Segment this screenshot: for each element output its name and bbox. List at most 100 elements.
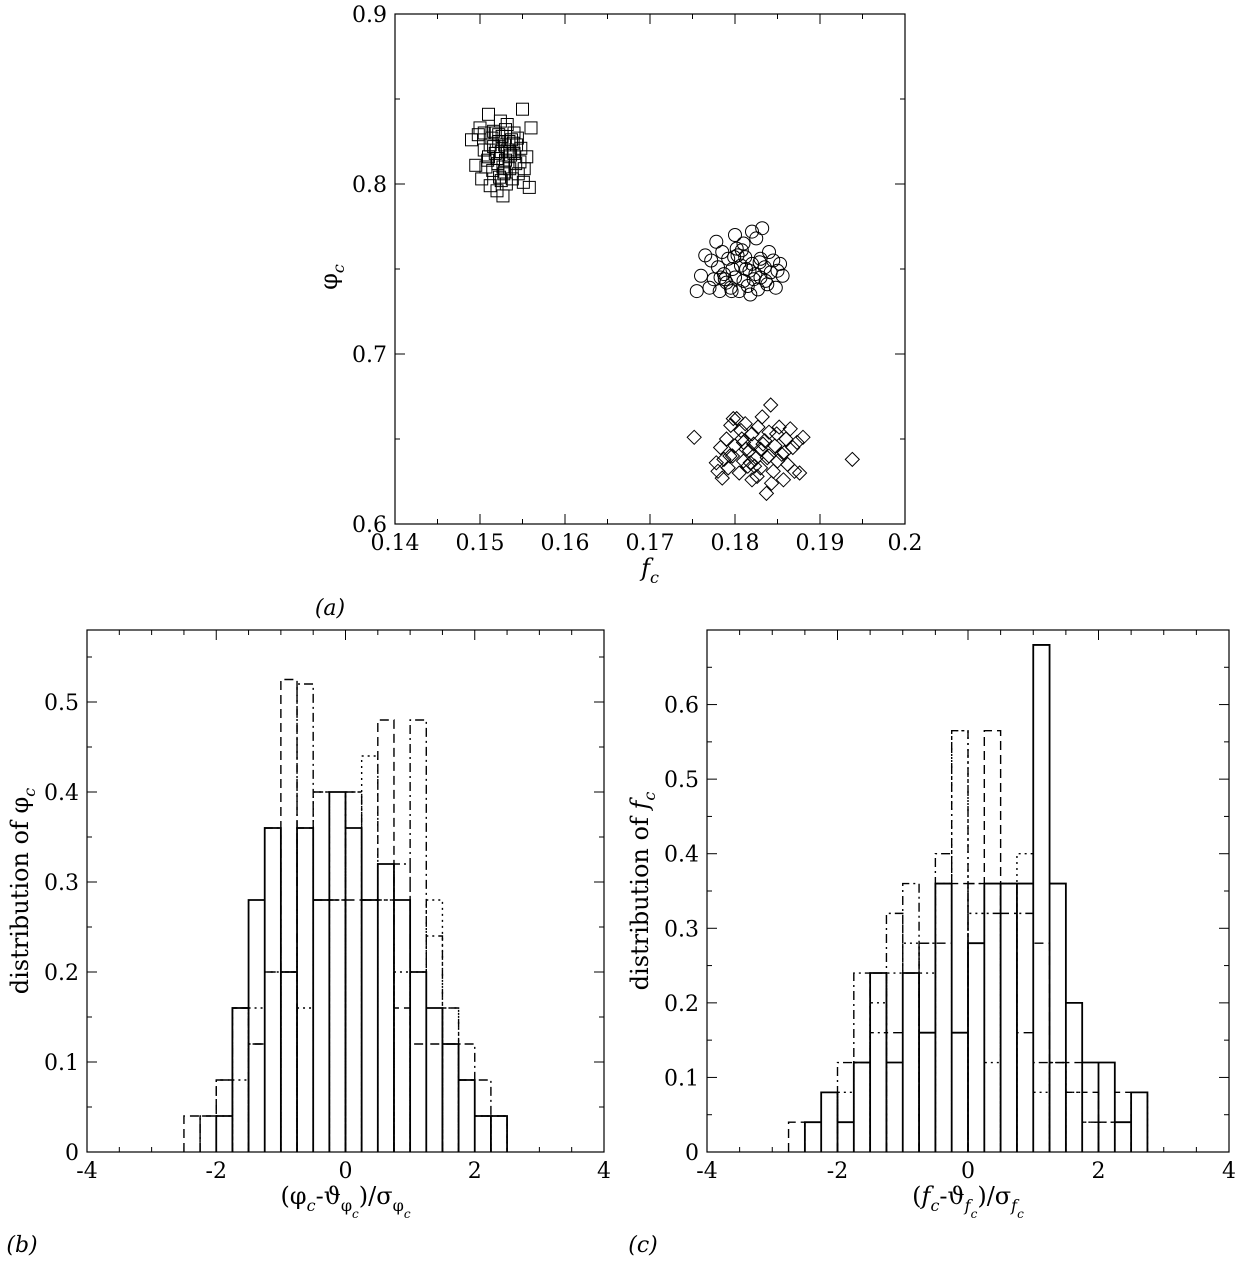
scatter-point-diamond xyxy=(712,439,729,456)
scatter-point-circle xyxy=(768,280,783,295)
scatter-point-diamond xyxy=(723,417,739,434)
scatter-point-diamond xyxy=(722,448,738,464)
y-tick-label: 0.5 xyxy=(664,768,699,793)
y-tick-label: 0 xyxy=(65,1141,79,1166)
scatter-point-circle xyxy=(762,245,776,259)
y-tick-label: 0.1 xyxy=(44,1051,79,1076)
scatter-point-circle xyxy=(728,270,742,285)
scatter-point-circle xyxy=(749,231,764,246)
histogram-panel-c: -4 -2 0 2 4 0 0.1 0.2 0.3 0.4 0.5 0.6 (fc-ϑfc)/σfc di… xyxy=(626,629,1236,1258)
scatter-point-diamond xyxy=(716,451,732,468)
scatter-point-square xyxy=(494,174,508,188)
scatter-point-circle xyxy=(770,263,785,278)
scatter-point-square xyxy=(513,155,527,169)
x-tick-label: 0.15 xyxy=(456,531,505,556)
scatter-point-square xyxy=(492,128,506,142)
panel-label: (c) xyxy=(628,1233,658,1258)
histogram-series-dashed xyxy=(787,729,1132,1152)
scatter-point-diamond xyxy=(765,463,781,480)
scatter-point-diamond xyxy=(754,409,770,425)
x-tick-label: 0.14 xyxy=(371,531,420,556)
y-tick-label: 0.5 xyxy=(44,691,79,716)
scatter-point-square xyxy=(506,136,520,150)
scatter-point-square xyxy=(483,138,497,152)
scatter-point-diamond xyxy=(752,460,769,476)
scatter-point-square xyxy=(493,114,507,128)
scatter-point-circle xyxy=(752,255,767,270)
scatter-point-diamond xyxy=(737,415,753,432)
scatter-point-diamond xyxy=(738,441,754,457)
scatter-point-diamond xyxy=(734,431,750,447)
scatter-point-square xyxy=(503,145,517,159)
y-axis-label: distribution of fc xyxy=(626,792,659,991)
scatter-point-diamond xyxy=(740,458,756,474)
scatter-point-circle xyxy=(766,253,781,268)
scatter-point-square xyxy=(482,107,495,121)
scatter-point-square xyxy=(485,131,499,145)
y-tick-label: 0 xyxy=(685,1141,699,1166)
scatter-point-circle xyxy=(713,270,728,285)
histogram-series-dash-dot xyxy=(836,729,1100,1152)
scatter-point-square xyxy=(475,172,489,186)
scatter-point-square xyxy=(520,150,534,164)
scatter-point-circle xyxy=(746,272,761,287)
y-tick-label: 0.9 xyxy=(352,3,387,28)
scatter-point-diamond xyxy=(785,439,801,456)
y-tick-label: 0.3 xyxy=(664,917,699,942)
scatter-point-diamond xyxy=(789,434,805,451)
scatter-point-diamond xyxy=(731,465,747,481)
x-tick-label: -2 xyxy=(827,1159,848,1184)
scatter-point-circle xyxy=(689,284,704,299)
x-tick-label: 0.2 xyxy=(888,531,923,556)
scatter-point-diamond xyxy=(767,438,783,454)
scatter-panel-a: 0.14 0.15 0.16 0.17 0.18 0.19 0.2 0.6 0.7 0.8 0.9 f… xyxy=(315,3,923,621)
scatter-point-circle xyxy=(730,248,745,263)
scatter-point-diamond xyxy=(774,446,790,463)
scatter-point-diamond xyxy=(750,419,766,435)
scatter-point-circle xyxy=(750,282,765,297)
x-axis-label: fc xyxy=(639,554,659,587)
scatter-point-diamond xyxy=(844,451,861,468)
x-tick-label: 4 xyxy=(1222,1159,1236,1184)
y-tick-label: 0.6 xyxy=(352,513,387,538)
scatter-point-circle xyxy=(709,234,724,249)
panel-label: (b) xyxy=(6,1233,37,1258)
scatter-point-circle xyxy=(712,284,727,299)
scatter-point-diamond xyxy=(744,426,760,442)
scatter-point-diamond xyxy=(714,470,730,486)
scatter-point-circle xyxy=(758,273,773,288)
scatter-point-circle xyxy=(736,273,751,288)
scatter-point-square xyxy=(524,121,538,135)
scatter-point-square xyxy=(496,189,510,203)
scatter-point-diamond xyxy=(725,410,742,427)
x-axis-label: (fc-ϑfc)/σfc xyxy=(912,1182,1024,1221)
scatter-point-diamond xyxy=(768,426,785,442)
scatter-point-circle xyxy=(725,262,740,276)
y-tick-label: 0.6 xyxy=(664,694,699,719)
scatter-point-circle xyxy=(724,284,739,299)
scatter-point-circle xyxy=(757,260,772,275)
scatter-point-circle xyxy=(755,221,770,236)
scatter-point-circle xyxy=(716,267,731,282)
scatter-point-square xyxy=(498,165,512,179)
x-axis-label: (φc-ϑφc)/σφc xyxy=(280,1182,410,1221)
histogram-panel-b: -4 -2 0 2 4 0 0.1 0.2 0.3 0.4 0.5 (φc-ϑφc)/σφc distr… xyxy=(6,629,611,1258)
x-tick-label: 2 xyxy=(468,1159,482,1184)
x-tick-label: 0.16 xyxy=(541,531,590,556)
scatter-point-square xyxy=(465,133,478,147)
scatter-point-square xyxy=(483,179,497,193)
y-tick-label: 0.4 xyxy=(44,781,79,806)
scatter-point-circle xyxy=(775,268,790,283)
scatter-point-circle xyxy=(743,287,758,302)
scatter-point-circle xyxy=(739,262,754,276)
scatter-point-square xyxy=(510,138,524,152)
x-tick-label: 2 xyxy=(1092,1159,1106,1184)
scatter-point-diamond xyxy=(728,410,745,427)
scatter-point-circle xyxy=(694,268,708,283)
y-axis-label: φc xyxy=(315,264,348,290)
scatter-point-diamond xyxy=(763,475,780,491)
histogram-series-solid xyxy=(803,644,1149,1152)
y-tick-label: 0.3 xyxy=(44,871,79,896)
scatter-point-diamond xyxy=(758,485,775,502)
